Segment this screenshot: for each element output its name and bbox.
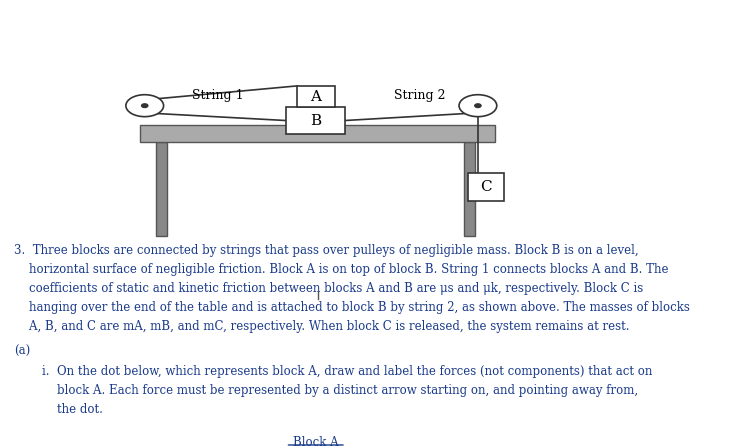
Text: the dot.: the dot.	[42, 404, 103, 417]
Bar	[140, 125, 495, 142]
Text: (a): (a)	[14, 344, 30, 358]
Text: i.  On the dot below, which represents block A, draw and label the forces (not c: i. On the dot below, which represents bl…	[42, 365, 652, 378]
Text: 3.  Three blocks are connected by strings that pass over pulleys of negligible m: 3. Three blocks are connected by strings…	[14, 244, 638, 256]
Bar	[156, 142, 167, 235]
Bar	[464, 142, 476, 235]
Text: Block A: Block A	[293, 436, 339, 446]
Circle shape	[475, 104, 481, 107]
Text: coefficients of static and kinetic friction between blocks A and B are μs and μk: coefficients of static and kinetic frict…	[14, 282, 643, 295]
Bar	[297, 86, 334, 107]
Text: A, B, and C are mA, mB, and mC, respectively. When block C is released, the syst: A, B, and C are mA, mB, and mC, respecti…	[14, 320, 629, 333]
Text: horizontal surface of negligible friction. Block A is on top of block B. String : horizontal surface of negligible frictio…	[14, 263, 669, 276]
Circle shape	[126, 95, 163, 117]
Text: block A. Each force must be represented by a distinct arrow starting on, and poi: block A. Each force must be represented …	[42, 384, 638, 397]
Circle shape	[142, 104, 148, 107]
Text: String 2: String 2	[394, 89, 445, 102]
Bar	[285, 107, 345, 134]
Circle shape	[459, 95, 497, 117]
Text: A: A	[311, 90, 321, 103]
Text: B: B	[310, 113, 321, 128]
Bar	[468, 173, 504, 201]
Text: C: C	[480, 180, 492, 194]
Text: hanging over the end of the table and is attached to block B by string 2, as sho: hanging over the end of the table and is…	[14, 301, 690, 314]
Text: String 1: String 1	[192, 89, 244, 102]
